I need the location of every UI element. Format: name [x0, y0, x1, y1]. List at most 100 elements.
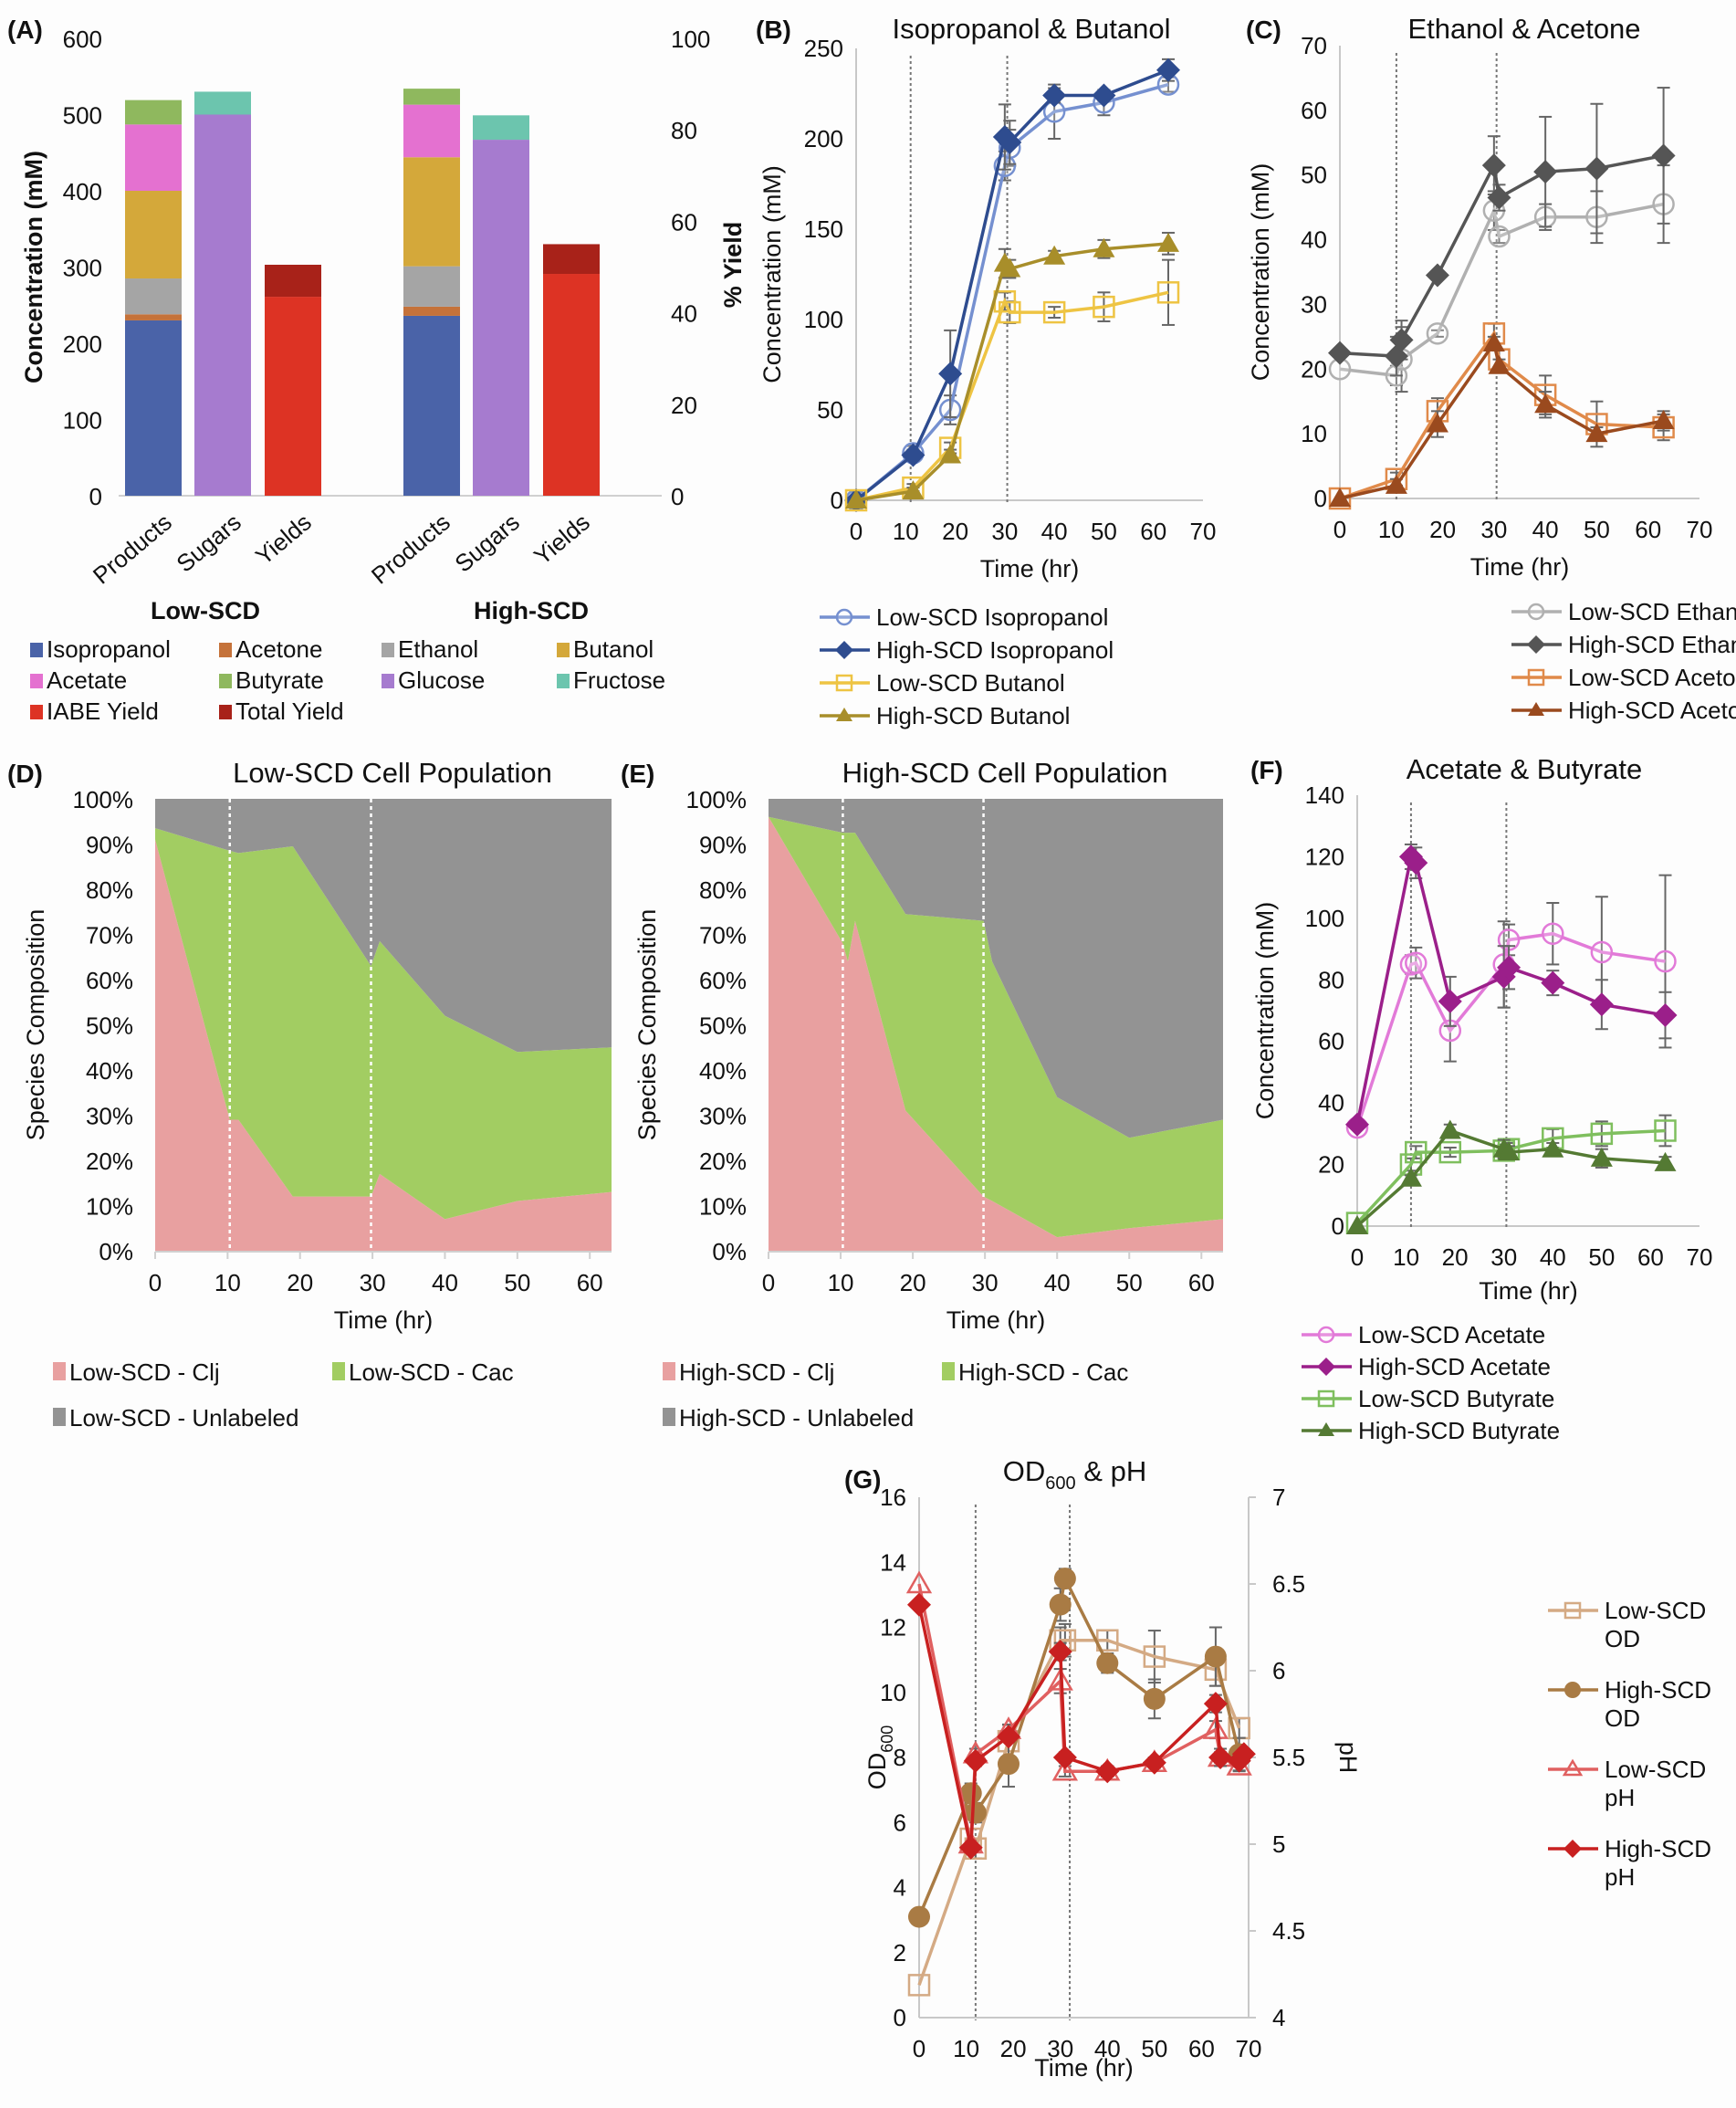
- legend-item: High-SCD Acetate: [1302, 1353, 1551, 1380]
- panel-B: 0 50 100 150 200 250 0 10 20 30 40 50 60 70 Isopropano…: [756, 13, 1216, 729]
- y-axis-title: Species Composition: [22, 909, 49, 1141]
- legend-item: High-SCD Ethanol: [1511, 631, 1736, 658]
- x-tick-label: 0: [850, 518, 863, 545]
- data-point: [1654, 1119, 1677, 1142]
- legend-label: Low-SCD Isopropanol: [876, 603, 1108, 631]
- data-point: [1208, 1746, 1233, 1769]
- data-point: [1142, 1750, 1166, 1775]
- bar-high-scd-products: Products: [366, 89, 460, 590]
- data-point: [1488, 225, 1511, 248]
- x-tick-label: 60: [577, 1269, 603, 1296]
- legend-label: pH: [1605, 1863, 1635, 1891]
- data-point: [1438, 1119, 1461, 1139]
- x-tick-label: 0: [913, 2035, 926, 2062]
- legend-label: Low-SCD - Unlabeled: [69, 1404, 298, 1432]
- y-tick-label: 2: [894, 1939, 906, 1966]
- panel-label: (B): [756, 16, 791, 44]
- y-tick-label: 40%: [86, 1057, 133, 1085]
- chart-title: Low-SCD Cell Population: [233, 757, 552, 789]
- y2-axis-title: % Yield: [719, 222, 747, 309]
- x-tick-label: 70: [1687, 1243, 1713, 1271]
- x-tick-label: 20: [287, 1269, 313, 1296]
- legend-item: Fructose: [557, 666, 665, 694]
- y-tick-label: 140: [1305, 781, 1344, 809]
- legend-marker: [1527, 635, 1545, 654]
- y2-tick-label: 5: [1272, 1830, 1285, 1858]
- legend-label: Low-SCD Acetate: [1358, 1321, 1545, 1348]
- y-axis-title: Concentration (mM): [1247, 163, 1274, 382]
- panel-D: 0% 10% 20% 30% 40% 50% 60% 70% 80% 90% 100% 0 10 20 30…: [7, 757, 612, 1432]
- data-point: [996, 1725, 1020, 1749]
- bar-segment-acetate: [403, 104, 460, 158]
- legend-item: Low-SCD Butyrate: [1302, 1385, 1554, 1412]
- legend-item: IABE Yield: [30, 697, 159, 725]
- y2-tick-label: 40: [671, 300, 697, 328]
- y-tick-label: 50%: [86, 1012, 133, 1040]
- data-point: [845, 489, 867, 509]
- series-high-scd-acetone: [1329, 331, 1675, 507]
- series-line: [855, 290, 1169, 502]
- x-tick-label: 20: [1429, 516, 1456, 543]
- legend-label: OD: [1605, 1625, 1640, 1652]
- legend-marker: [836, 708, 852, 721]
- legend-item: Acetate: [30, 666, 127, 694]
- y-tick-label: 40: [1318, 1089, 1344, 1117]
- y-tick-label: 0%: [99, 1238, 133, 1265]
- legend-item: Low-SCD Isopropanol: [820, 603, 1108, 631]
- data-point: [1652, 409, 1675, 429]
- legend-item: Low-SCD - Clj: [53, 1358, 220, 1386]
- x-category-label: Yields: [250, 509, 317, 571]
- data-point: [1498, 1141, 1521, 1161]
- legend-marker: [1562, 1758, 1584, 1777]
- title-suffix: & pH: [1076, 1455, 1147, 1487]
- data-point: [1487, 185, 1511, 210]
- y-tick-label: 20%: [86, 1148, 133, 1175]
- legend-item: Low-SCD Acetone: [1511, 664, 1736, 691]
- legend-item: Butanol: [557, 635, 654, 663]
- legend-label: High-SCD: [1605, 1676, 1711, 1704]
- y-tick-label: 10%: [699, 1193, 747, 1221]
- legend-item: High-SCD Isopropanol: [820, 636, 1114, 664]
- data-point: [1482, 331, 1505, 351]
- legend-item: High-SCD Butyrate: [1302, 1417, 1560, 1444]
- legend-marker: [835, 674, 853, 692]
- data-point: [1651, 143, 1676, 168]
- x-tick-label: 40: [1094, 2035, 1121, 2062]
- y-tick-label: 70%: [86, 922, 133, 949]
- legend-item: High-SCD - Clj: [663, 1358, 834, 1386]
- legend-marker: [1317, 1326, 1335, 1344]
- x-category-label: Sugars: [449, 509, 524, 578]
- data-point: [1346, 1215, 1368, 1234]
- data-point: [1204, 1645, 1227, 1668]
- x-tick-label: 30: [972, 1269, 999, 1296]
- y-tick-label: 12: [880, 1614, 906, 1641]
- y-tick-label: 10: [1301, 420, 1327, 447]
- bar-segment-isopropanol: [403, 315, 460, 496]
- series-low-scd-butyrate: [1345, 1114, 1677, 1234]
- legend-swatch: [557, 643, 570, 657]
- x-tick-label: 0: [1333, 516, 1346, 543]
- legend-swatch: [663, 1408, 675, 1426]
- x-tick-label: 40: [1044, 1269, 1071, 1296]
- bar-segment-acetone: [125, 314, 182, 320]
- data-point: [1049, 1593, 1072, 1616]
- legend-label: Isopropanol: [47, 635, 171, 663]
- data-point: [1042, 300, 1066, 324]
- x-tick-label: 70: [1236, 2035, 1262, 2062]
- legend-swatch: [53, 1408, 66, 1426]
- y-tick-label: 100%: [73, 786, 134, 813]
- y-tick-label: 60: [1318, 1028, 1344, 1055]
- x-tick-label: 70: [1687, 516, 1713, 543]
- y-title-main: OD: [863, 1753, 891, 1790]
- legend-marker: [1563, 1601, 1582, 1620]
- x-category-label: Products: [88, 509, 177, 590]
- data-point: [958, 1835, 983, 1860]
- panel-label: (F): [1250, 756, 1283, 784]
- legend-label: High-SCD - Unlabeled: [679, 1404, 914, 1432]
- data-point: [997, 1753, 1020, 1776]
- data-point: [1051, 1757, 1079, 1781]
- y-tick-label: 10: [880, 1679, 906, 1706]
- y-tick-label: 0: [831, 487, 843, 514]
- legend-item: Total Yield: [219, 697, 344, 725]
